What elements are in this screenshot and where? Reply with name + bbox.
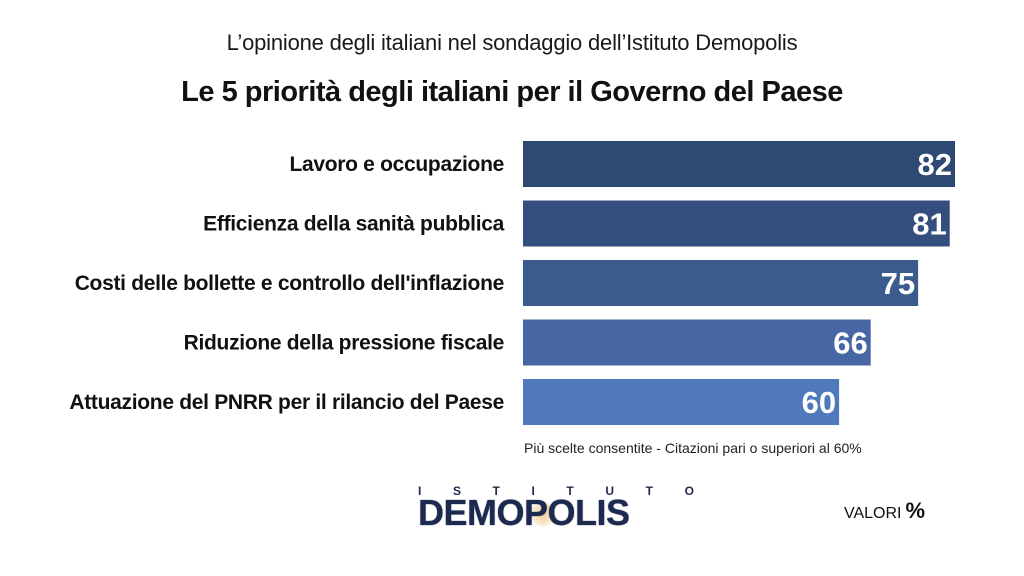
category-label-2: Efficienza della sanità pubblica xyxy=(203,213,504,236)
values-unit-label: VALORI% xyxy=(844,498,925,524)
chart-note: Più scelte consentite - Citazioni pari o… xyxy=(524,440,862,456)
category-label-4: Riduzione della pressione fiscale xyxy=(184,332,504,355)
category-label-3: Costi delle bollette e controllo dell'in… xyxy=(75,272,504,295)
category-label-5: Attuazione del PNRR per il rilancio del … xyxy=(69,391,504,414)
logo-top-letters: I S T I T U T O xyxy=(418,484,694,498)
chart-subtitle: L’opinione degli italiani nel sondaggio … xyxy=(226,30,798,55)
value-label-3: 75 xyxy=(881,266,915,301)
value-label-5: 60 xyxy=(802,385,836,420)
logo-wordmark: DEMOPOLIS xyxy=(418,492,630,533)
bar-4 xyxy=(523,319,871,366)
value-label-4: 66 xyxy=(833,326,867,361)
value-label-1: 82 xyxy=(918,147,952,182)
logo-sun-icon xyxy=(530,501,556,527)
chart-title: Le 5 priorità degli italiani per il Gove… xyxy=(181,76,843,108)
bar-5 xyxy=(523,379,840,425)
demopolis-logo: I S T I T U T O DEMOPOLIS xyxy=(418,484,698,534)
bar-3 xyxy=(523,260,919,306)
bar-1 xyxy=(523,141,955,187)
valori-unit: % xyxy=(905,498,926,523)
valori-label: VALORI xyxy=(844,505,902,522)
category-label-1: Lavoro e occupazione xyxy=(289,153,504,176)
bar-2 xyxy=(523,200,950,247)
value-label-2: 81 xyxy=(912,207,946,242)
